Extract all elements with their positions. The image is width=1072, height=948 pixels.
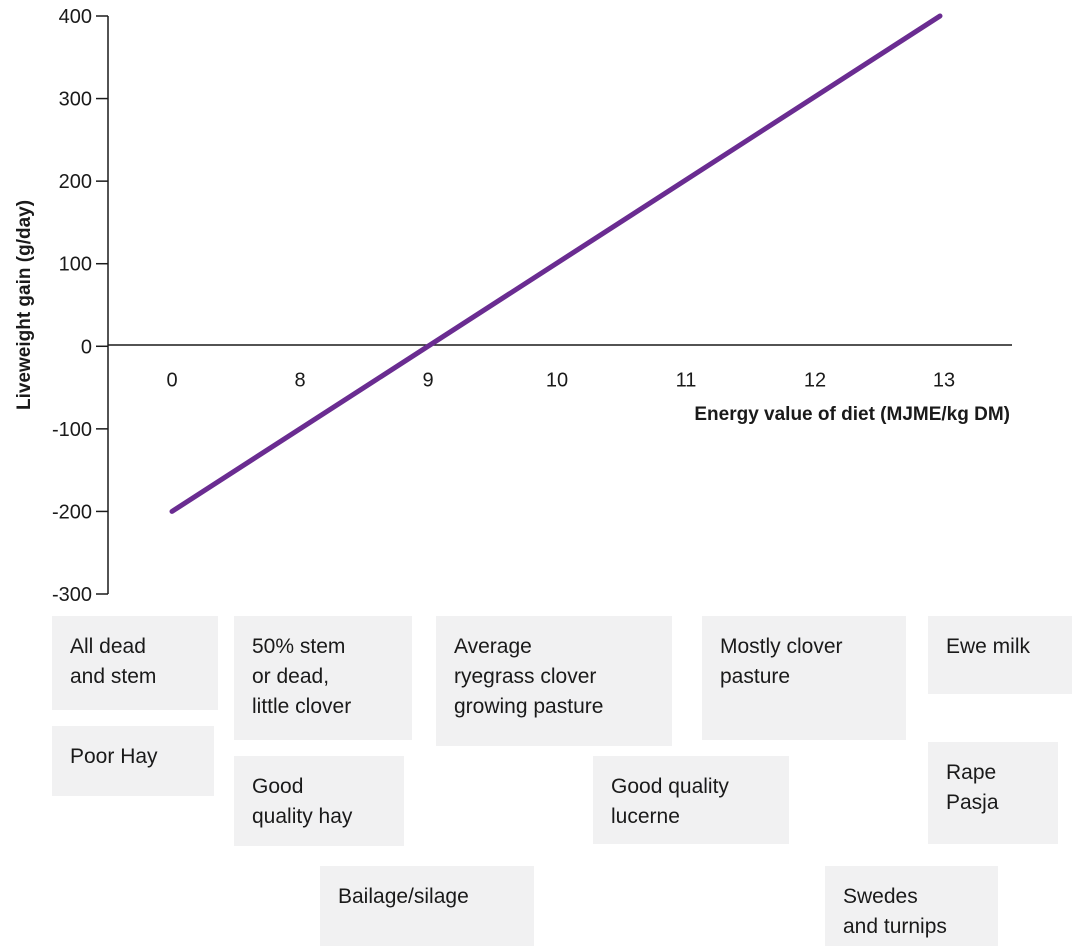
feed-type-box: Ewe milk [928,616,1072,694]
y-tick-label: -100 [52,419,92,441]
x-axis-ticks: 0 8 9 10 11 12 13 [166,369,955,391]
y-tick-label: -300 [52,584,92,606]
feed-type-box: Rape Pasja [928,742,1058,844]
y-axis-ticks: 400 300 200 100 0 -100 -200 -300 [52,6,108,606]
series-layer [169,13,943,514]
feed-type-box: Swedes and turnips [825,866,998,946]
feed-type-box: Poor Hay [52,726,214,796]
series-line [169,13,943,514]
y-tick-label: 300 [59,89,92,111]
x-tick-label: 13 [933,369,955,391]
x-tick-label: 11 [676,369,697,391]
x-tick-label: 0 [166,369,177,391]
y-tick-label: 100 [59,254,92,276]
y-tick-label: 200 [59,171,92,193]
x-tick-label: 10 [546,369,568,391]
feed-type-box: Bailage/silage [320,866,534,946]
feed-type-box: Good quality hay [234,756,404,846]
feed-type-box: Mostly clover pasture [702,616,906,740]
y-tick-label: 400 [59,6,92,28]
x-tick-label: 12 [804,369,826,391]
x-tick-label: 9 [422,369,433,391]
y-tick-label: -200 [52,501,92,523]
x-axis-title: Energy value of diet (MJME/kg DM) [694,404,1010,425]
y-axis-title: Liveweight gain (g/day) [14,200,35,410]
feed-type-box: Good quality lucerne [593,756,789,844]
feed-type-box: Average ryegrass clover growing pasture [436,616,672,746]
x-tick-label: 8 [294,369,305,391]
feed-type-box: All dead and stem [52,616,218,710]
feed-type-box: 50% stem or dead, little clover [234,616,412,740]
y-tick-label: 0 [81,336,92,358]
